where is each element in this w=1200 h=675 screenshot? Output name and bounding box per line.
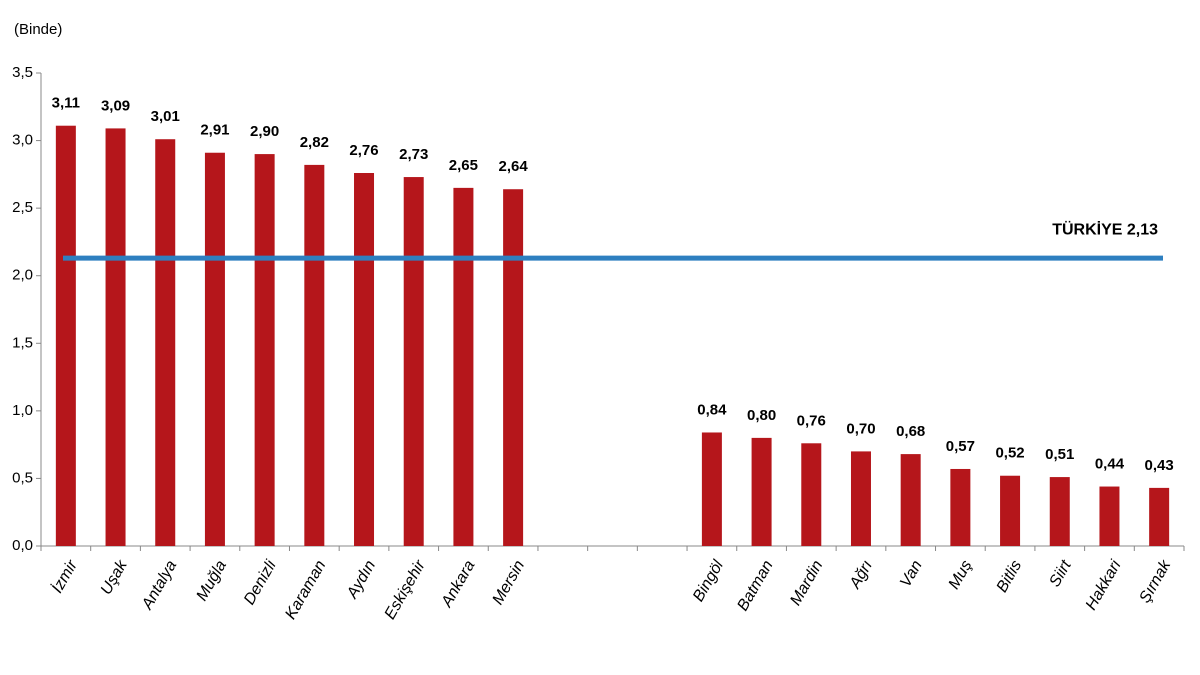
value-label: 0,70 xyxy=(846,420,875,437)
bar xyxy=(155,139,176,546)
y-tick-label: 1,0 xyxy=(12,402,33,419)
x-tick-label: Uşak xyxy=(98,557,131,598)
bar xyxy=(55,125,76,546)
value-label: 2,82 xyxy=(300,134,329,151)
value-label: 2,65 xyxy=(449,157,478,174)
bar xyxy=(950,468,971,546)
bar xyxy=(304,164,325,546)
x-tick-label: Şırnak xyxy=(1136,557,1174,606)
bar xyxy=(850,451,871,546)
x-tick-label: Bingöl xyxy=(690,557,727,604)
x-tick-label: Mardin xyxy=(787,558,826,609)
x-tick-label: Siirt xyxy=(1046,557,1075,590)
y-tick-label: 3,0 xyxy=(12,132,33,149)
x-tick-label: Antalya xyxy=(138,558,180,614)
bar xyxy=(1149,487,1170,546)
x-tick-label: Van xyxy=(897,558,926,591)
bar xyxy=(1049,477,1070,546)
bar xyxy=(751,437,772,546)
x-tick-label: Mersin xyxy=(489,558,528,608)
x-tick-label: Muş xyxy=(946,558,976,593)
value-label: 3,09 xyxy=(101,97,130,114)
bar xyxy=(204,152,225,546)
value-label: 0,51 xyxy=(1045,446,1074,463)
value-label: 2,76 xyxy=(349,142,378,159)
value-label: 2,73 xyxy=(399,146,428,163)
x-tick-label: Eskişehir xyxy=(382,557,430,622)
value-label: 0,43 xyxy=(1145,457,1174,474)
x-tick-label: İzmir xyxy=(47,556,81,596)
bar xyxy=(503,189,524,547)
bar xyxy=(701,432,722,546)
x-tick-label: Karaman xyxy=(282,558,329,623)
value-label: 0,80 xyxy=(747,407,776,424)
x-tick-label: Bitlis xyxy=(994,558,1026,596)
value-label: 2,91 xyxy=(200,122,229,139)
bar xyxy=(354,173,375,546)
bar xyxy=(453,187,474,546)
bar xyxy=(801,443,822,546)
value-label: 0,44 xyxy=(1095,456,1125,473)
y-tick-label: 2,0 xyxy=(12,267,33,284)
value-label: 3,11 xyxy=(52,95,80,112)
bar xyxy=(403,177,424,546)
value-label: 0,68 xyxy=(896,423,925,440)
bar xyxy=(1000,475,1021,546)
value-label: 3,01 xyxy=(151,108,180,125)
x-tick-label: Hakkari xyxy=(1083,557,1125,613)
y-tick-label: 0,0 xyxy=(12,537,33,554)
value-label: 0,57 xyxy=(946,438,975,455)
x-tick-label: Denizli xyxy=(241,557,280,607)
bar xyxy=(900,454,921,546)
x-tick-label: Aydın xyxy=(344,558,380,603)
value-label: 0,84 xyxy=(697,401,727,418)
value-label: 0,76 xyxy=(797,412,826,429)
bar xyxy=(105,128,126,546)
y-tick-label: 0,5 xyxy=(12,469,33,486)
bar xyxy=(1099,486,1120,546)
y-tick-label: 3,5 xyxy=(12,64,33,81)
value-label: 0,52 xyxy=(995,445,1024,462)
reference-label: TÜRKİYE 2,13 xyxy=(1052,219,1158,238)
y-axis-label: (Binde) xyxy=(14,21,62,38)
value-label: 2,64 xyxy=(499,158,529,175)
x-tick-label: Batman xyxy=(734,558,776,614)
x-tick-label: Ankara xyxy=(438,558,479,611)
x-tick-label: Muğla xyxy=(194,558,231,604)
y-tick-label: 2,5 xyxy=(12,199,33,216)
bar xyxy=(254,154,275,547)
y-tick-label: 1,5 xyxy=(12,334,33,351)
x-tick-label: Ağrı xyxy=(846,558,876,593)
value-label: 2,90 xyxy=(250,123,279,140)
